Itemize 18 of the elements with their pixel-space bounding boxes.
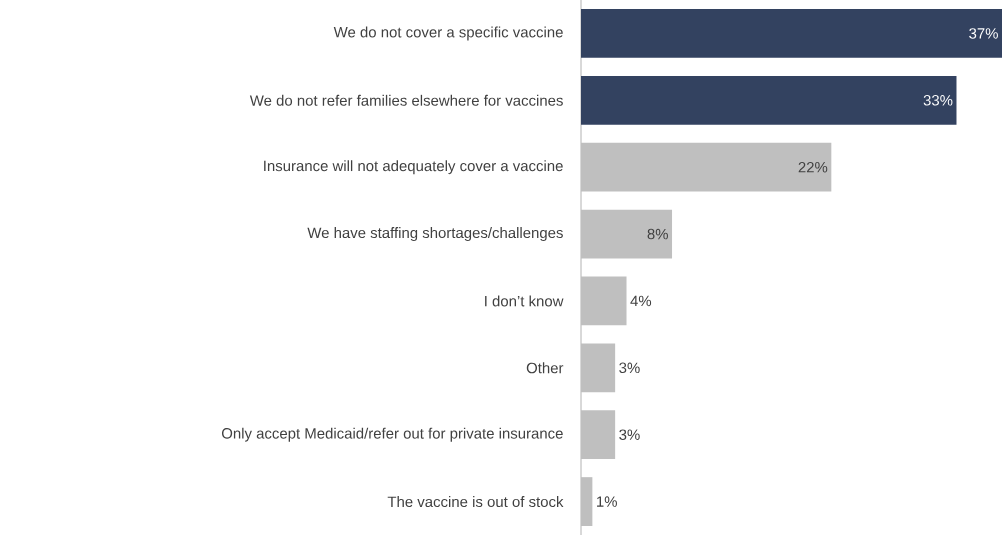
y-tick-label: We do not cover a specific vaccine [333,26,563,41]
data-label: 1% [597,496,617,507]
bar [581,9,1002,58]
y-tick-label: Only accept Medicaid/refer out for private insurance [221,427,563,442]
y-tick-label: Other [526,362,564,374]
data-label: 8% [647,228,668,240]
y-tick-label: The vaccine is out of stock [387,496,564,508]
data-label: 3% [619,362,640,374]
data-label: 37% [969,28,998,39]
data-label: 33% [923,95,953,106]
data-label: 4% [630,295,652,307]
data-label: 22% [798,161,828,173]
y-tick-label: Insurance will not adequately cover a vaccine [264,160,563,175]
y-tick-label: I don’t know [485,295,564,307]
y-tick-label: We have staffing shortages/challenges [307,227,563,242]
data-label: 3% [619,429,640,440]
y-tick-label: We do not refer families elsewhere for vaccines [249,94,563,106]
bar [581,75,957,125]
